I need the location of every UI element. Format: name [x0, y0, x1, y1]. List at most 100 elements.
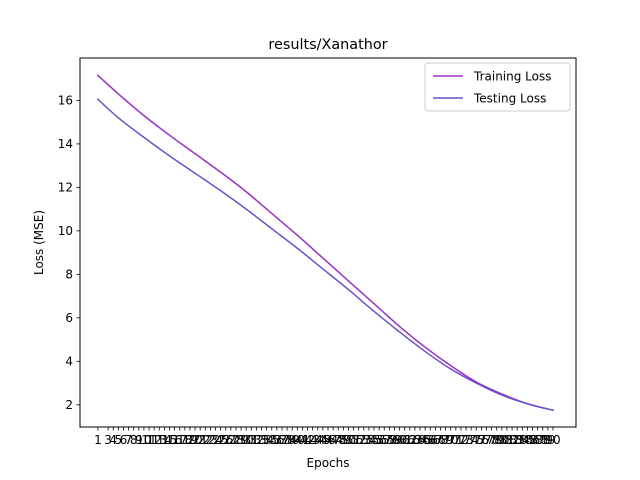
- x-tick-label: 23: [203, 433, 218, 447]
- x-tick-label: 47: [325, 433, 340, 447]
- x-tick-label: 56: [371, 433, 386, 447]
- x-tick-label: 72: [453, 433, 468, 447]
- x-tick-label: 86: [525, 433, 540, 447]
- x-tick-label: 69: [438, 433, 453, 447]
- x-tick-label: 42: [300, 433, 315, 447]
- y-axis-ticks: 2 4 6 8 10 12 14 16: [58, 94, 80, 412]
- x-tick-label: 10: [136, 433, 151, 447]
- legend-label-testing: Testing Loss: [473, 92, 546, 106]
- x-tick-label: 25: [213, 433, 228, 447]
- x-tick-label: 75: [469, 433, 484, 447]
- x-tick-label: 27: [223, 433, 238, 447]
- x-tick-label: 8: [130, 433, 138, 447]
- x-tick-label: 54: [361, 433, 376, 447]
- x-tick-label: 87: [530, 433, 545, 447]
- chart-title: results/Xanathor: [268, 37, 387, 53]
- x-tick-label: 20: [187, 433, 202, 447]
- x-tick-label: 55: [366, 433, 381, 447]
- x-tick-label: 76: [474, 433, 489, 447]
- x-tick-label: 58: [382, 433, 397, 447]
- x-tick-label: 81: [499, 433, 514, 447]
- x-tick-label: 88: [535, 433, 550, 447]
- x-tick-label: 18: [177, 433, 192, 447]
- x-axis-label: Epochs: [307, 456, 350, 470]
- x-tick-label: 44: [310, 433, 325, 447]
- x-tick-label: 38: [279, 433, 294, 447]
- y-axis-label: Loss (MSE): [32, 210, 46, 275]
- x-tick-label: 22: [198, 433, 213, 447]
- x-tick-label: 78: [484, 433, 499, 447]
- x-tick-label: 50: [341, 433, 356, 447]
- y-tick-label: 4: [65, 355, 73, 369]
- x-tick-label: 68: [433, 433, 448, 447]
- x-tick-label: 13: [152, 433, 167, 447]
- x-tick-label: 85: [520, 433, 535, 447]
- x-tick-label: 4: [109, 433, 117, 447]
- x-tick-label: 1: [94, 433, 102, 447]
- y-tick-label: 10: [58, 224, 73, 238]
- x-tick-label: 49: [336, 433, 351, 447]
- x-tick-label: 79: [489, 433, 504, 447]
- x-tick-label: 34: [259, 433, 274, 447]
- x-tick-label: 89: [540, 433, 555, 447]
- legend-box: [424, 62, 571, 112]
- x-tick-label: 21: [193, 433, 208, 447]
- x-tick-label: 77: [479, 433, 494, 447]
- y-tick-label: 2: [65, 398, 73, 412]
- x-tick-label: 12: [147, 433, 162, 447]
- x-tick-label: 83: [510, 433, 525, 447]
- x-tick-label: 26: [218, 433, 233, 447]
- x-tick-label: 30: [239, 433, 254, 447]
- x-tick-label: 3: [104, 433, 112, 447]
- y-tick-label: 16: [58, 94, 73, 108]
- x-tick-label: 64: [412, 433, 427, 447]
- legend: Training Loss Testing Loss: [424, 62, 571, 112]
- x-tick-label: 73: [458, 433, 473, 447]
- x-tick-label: 51: [346, 433, 361, 447]
- x-tick-label: 45: [315, 433, 330, 447]
- x-tick-label: 60: [392, 433, 407, 447]
- y-tick-label: 12: [58, 181, 73, 195]
- x-tick-label: 46: [320, 433, 335, 447]
- legend-label-training: Training Loss: [473, 70, 551, 84]
- x-tick-label: 6: [120, 433, 128, 447]
- x-tick-label: 36: [269, 433, 284, 447]
- x-tick-label: 52: [351, 433, 366, 447]
- x-tick-label: 9: [135, 433, 143, 447]
- x-tick-label: 28: [228, 433, 243, 447]
- x-tick-label: 63: [407, 433, 422, 447]
- x-tick-label: 16: [167, 433, 182, 447]
- x-tick-label: 48: [331, 433, 346, 447]
- x-tick-label: 82: [504, 433, 519, 447]
- x-tick-label: 57: [377, 433, 392, 447]
- y-tick-label: 14: [58, 137, 73, 151]
- x-tick-label: 66: [423, 433, 438, 447]
- x-tick-label: 62: [402, 433, 417, 447]
- x-tick-label: 32: [249, 433, 264, 447]
- x-tick-label: 7: [125, 433, 133, 447]
- x-tick-label: 17: [172, 433, 187, 447]
- x-tick-label: 65: [418, 433, 433, 447]
- x-axis-ticks: 1 345678910111213141516171819202122232425…: [94, 427, 561, 447]
- x-tick-label: 11: [141, 433, 156, 447]
- series-layer: [96, 74, 554, 412]
- x-tick-label: 19: [182, 433, 197, 447]
- x-tick-label: 53: [356, 433, 371, 447]
- x-tick-label: 74: [464, 433, 479, 447]
- x-tick-label: 5: [115, 433, 123, 447]
- y-tick-label: 8: [65, 268, 73, 282]
- x-tick-label: 24: [208, 433, 223, 447]
- x-tick-label: 67: [428, 433, 443, 447]
- x-tick-label: 71: [448, 433, 463, 447]
- x-tick-label: 59: [387, 433, 402, 447]
- x-tick-label: 41: [295, 433, 310, 447]
- x-tick-label: 61: [397, 433, 412, 447]
- x-tick-label: 80: [494, 433, 509, 447]
- x-tick-label: 37: [274, 433, 289, 447]
- x-tick-label: 39: [285, 433, 300, 447]
- x-tick-label: 40: [290, 433, 305, 447]
- x-tick-label: 84: [515, 433, 530, 447]
- series-line-1: [96, 98, 554, 412]
- x-tick-label: 29: [233, 433, 248, 447]
